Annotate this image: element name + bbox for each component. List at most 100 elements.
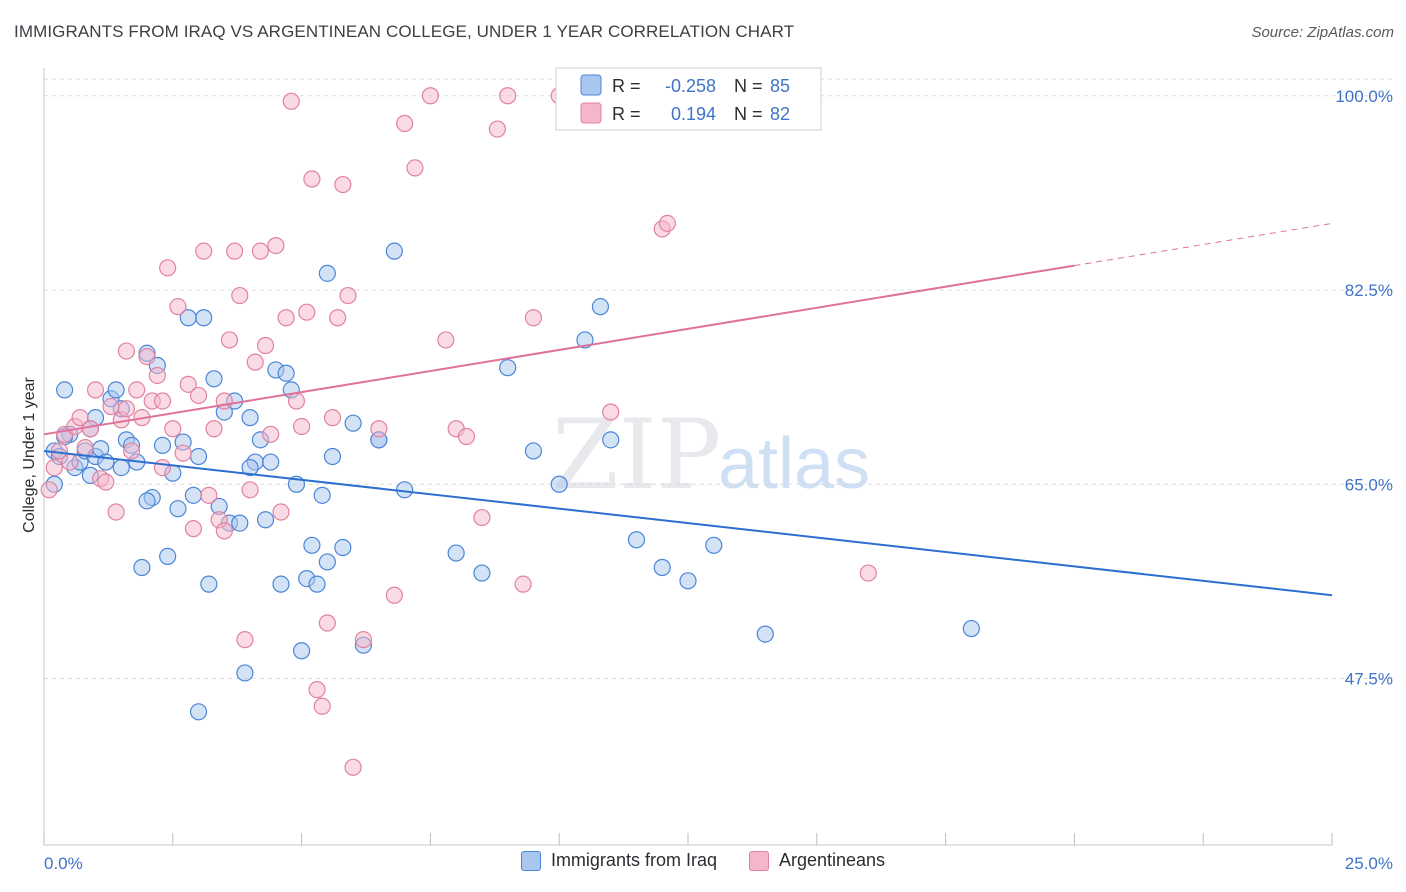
- iraq-point: [524, 442, 543, 460]
- iraq-point: [499, 359, 517, 377]
- argentinean-point: [256, 336, 275, 355]
- argentinean-point: [215, 522, 233, 540]
- iraq-point: [323, 447, 342, 466]
- iraq-point: [189, 447, 208, 466]
- legend-item-iraq: Immigrants from Iraq: [520, 850, 717, 871]
- argentinean-point: [246, 353, 264, 371]
- argentinean-point: [117, 342, 136, 360]
- iraq-point: [334, 538, 352, 557]
- legend-n-label: N =: [734, 76, 763, 96]
- argentinean-point: [189, 386, 208, 405]
- legend-swatch-argentineans: [580, 102, 602, 124]
- argentinean-point: [153, 392, 172, 410]
- argentinean-point: [236, 631, 254, 649]
- argentinean-point: [277, 309, 295, 327]
- iraq-point: [385, 242, 403, 260]
- legend-n-label: N =: [734, 104, 763, 124]
- argentinean-point: [200, 486, 218, 504]
- source-label: Source: ZipAtlas.com: [1251, 24, 1394, 41]
- argentinean-point: [122, 442, 141, 460]
- argentinean-point: [287, 392, 306, 410]
- argentinean-point: [138, 348, 156, 366]
- argentinean-point: [262, 425, 280, 443]
- iraq-point: [112, 459, 130, 477]
- iraq-point: [602, 431, 620, 449]
- legend-swatch-argentineans: [748, 850, 769, 871]
- argentinean-point: [514, 575, 532, 593]
- argentinean-trend-line: [43, 264, 1075, 436]
- argentinean-point: [303, 170, 321, 188]
- iraq-point: [256, 511, 275, 529]
- argentinean-point: [179, 375, 197, 393]
- argentinean-point: [128, 381, 146, 399]
- argentinean-point: [334, 175, 352, 194]
- argentinean-point: [385, 586, 403, 604]
- argentinean-point: [40, 481, 58, 499]
- iraq-point: [550, 475, 568, 493]
- iraq-point: [241, 459, 259, 477]
- iraq-point: [627, 531, 646, 549]
- iraq-point: [159, 547, 177, 566]
- iraq-trend-line: [43, 449, 1333, 597]
- iraq-point: [591, 298, 610, 316]
- argentinean-point: [117, 400, 136, 418]
- argentinean-point: [184, 520, 203, 538]
- argentinean-point: [272, 503, 290, 521]
- legend-r-value: -0.258: [665, 76, 716, 96]
- y-tick-label: 65.0%: [1345, 475, 1393, 494]
- argentinean-point: [267, 237, 285, 255]
- argentinean-point: [344, 758, 362, 776]
- legend-n-value: 82: [770, 104, 790, 124]
- argentinean-point: [298, 303, 316, 321]
- argentinean-point: [524, 309, 543, 327]
- argentinean-point: [473, 508, 491, 527]
- y-tick-label: 100.0%: [1335, 87, 1393, 106]
- argentinean-point: [231, 286, 249, 305]
- iraq-point: [962, 619, 980, 638]
- argentinean-point: [76, 439, 94, 457]
- argentinean-point: [323, 409, 342, 427]
- argentinean-point: [457, 427, 476, 446]
- legend-r-label: R =: [612, 76, 641, 96]
- iraq-point: [653, 558, 671, 577]
- iraq-point: [195, 309, 213, 327]
- argentinean-point: [86, 381, 105, 399]
- argentinean-point: [370, 420, 388, 438]
- argentinean-point: [602, 403, 620, 421]
- argentinean-point: [45, 459, 63, 477]
- argentinean-point: [153, 459, 172, 477]
- argentinean-point: [293, 417, 311, 436]
- argentinean-point: [488, 120, 506, 138]
- iraq-point: [303, 536, 321, 554]
- argentinean-point: [308, 680, 326, 699]
- argentinean-point: [339, 286, 357, 305]
- iraq-point: [473, 564, 491, 582]
- iraq-point: [705, 536, 723, 554]
- legend-label-iraq: Immigrants from Iraq: [550, 850, 717, 870]
- argentinean-point: [102, 397, 120, 416]
- argentinean-point: [658, 214, 676, 232]
- iraq-point: [205, 370, 223, 388]
- argentinean-point: [148, 366, 166, 385]
- argentinean-point: [354, 631, 373, 649]
- legend-swatch-iraq: [580, 74, 602, 96]
- argentinean-trend-line-extension: [1074, 222, 1333, 267]
- y-tick-label: 47.5%: [1345, 670, 1393, 689]
- argentinean-point: [107, 503, 125, 521]
- iraq-point: [679, 572, 697, 590]
- argentinean-point: [71, 409, 89, 427]
- iraq-point: [756, 625, 774, 643]
- argentinean-point: [164, 420, 182, 438]
- legend-label-argentineans: Argentineans: [778, 850, 886, 870]
- argentinean-point: [174, 444, 192, 462]
- argentinean-point: [241, 481, 259, 499]
- iraq-point: [189, 703, 208, 721]
- legend-item-argentineans: Argentineans: [748, 850, 886, 871]
- x-axis-ticks: [43, 833, 1333, 845]
- iraq-point: [169, 500, 187, 518]
- iraq-point: [241, 409, 259, 427]
- argentinean-point: [313, 697, 331, 715]
- iraq-point: [231, 514, 249, 532]
- legend-swatch-iraq: [520, 850, 541, 871]
- iraq-point: [576, 331, 594, 349]
